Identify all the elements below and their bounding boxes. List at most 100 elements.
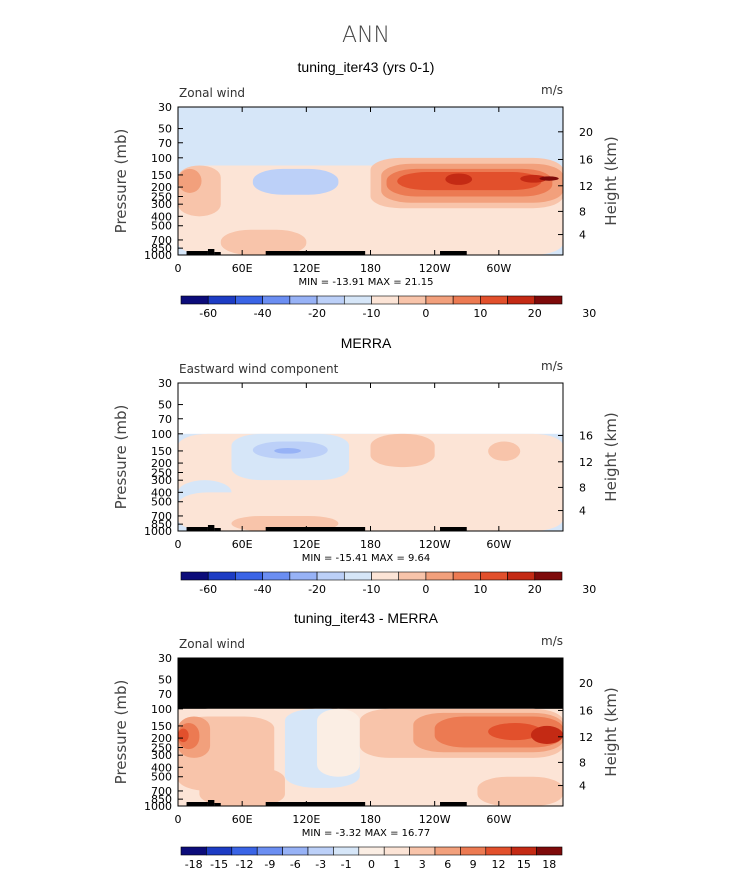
topography-mark — [440, 527, 467, 531]
colorbar-swatch — [507, 571, 536, 581]
colorbar-swatch — [343, 571, 372, 581]
topography-mark — [214, 252, 221, 255]
height-tick-label: 8 — [579, 481, 586, 494]
contour-fill — [520, 174, 547, 183]
colorbar-label: -9 — [264, 858, 275, 871]
colorbar-label: 20 — [528, 583, 542, 596]
y-axis-label: Pressure (mb) — [112, 680, 130, 785]
colorbar-swatch — [536, 846, 563, 856]
colorbar-swatch — [316, 571, 345, 581]
missing-region — [178, 383, 563, 434]
lon-tick-label: 60E — [232, 813, 253, 826]
colorbar-swatch — [452, 295, 481, 305]
colorbar-swatch — [180, 295, 209, 305]
topography-mark — [265, 527, 366, 531]
min-max-stats: MIN = -3.32 MAX = 16.77 — [302, 828, 431, 839]
pressure-tick-label: 70 — [158, 137, 172, 150]
colorbar-swatch — [480, 571, 508, 581]
height-tick-label: 8 — [579, 756, 586, 769]
pressure-tick-label: 400 — [151, 761, 172, 774]
pressure-tick-label: 200 — [151, 181, 172, 194]
topography-mark — [214, 803, 221, 806]
colorbar-swatch — [425, 295, 454, 305]
contour-fill — [539, 176, 559, 181]
lon-tick-label: 120E — [292, 538, 320, 551]
pressure-tick-label: 300 — [151, 474, 172, 487]
colorbar-label: -10 — [363, 307, 381, 320]
colorbar-label: -12 — [236, 858, 254, 871]
height-tick-label: 12 — [579, 456, 593, 469]
colorbar-label: -18 — [185, 858, 203, 871]
colorbar-swatch — [207, 295, 236, 305]
topography-mark — [186, 802, 208, 806]
pressure-tick-label: 500 — [151, 220, 172, 233]
y-axis-label: Pressure (mb) — [112, 405, 130, 510]
pressure-tick-label: 250 — [151, 466, 172, 479]
topography-mark — [440, 251, 467, 255]
lon-tick-label: 60E — [232, 262, 253, 275]
topography-mark — [207, 800, 215, 806]
topography-mark — [265, 802, 366, 806]
topography-mark — [207, 249, 215, 255]
colorbar-swatch — [256, 846, 283, 856]
pressure-tick-label: 850 — [151, 518, 172, 531]
colorbar-label: -60 — [199, 583, 217, 596]
lon-tick-label: 0 — [175, 262, 182, 275]
pressure-tick-label: 1000 — [144, 800, 172, 813]
colorbar-swatch — [460, 846, 487, 856]
colorbar-swatch — [425, 571, 454, 581]
variable-label: Zonal wind — [179, 637, 245, 651]
colorbar-label: 9 — [470, 858, 477, 871]
colorbar-swatch — [371, 295, 400, 305]
pressure-tick-label: 700 — [151, 510, 172, 523]
colorbar-swatch — [231, 846, 258, 856]
lon-tick-label: 180 — [360, 262, 381, 275]
y-axis-label-right: Height (km) — [602, 687, 620, 776]
pressure-tick-label: 50 — [158, 674, 172, 687]
pressure-tick-label: 700 — [151, 234, 172, 247]
colorbar-swatch — [262, 571, 291, 581]
colorbar-label: 12 — [492, 858, 506, 871]
pressure-tick-label: 70 — [158, 413, 172, 426]
colorbar-swatch — [333, 846, 360, 856]
colorbar-swatch — [452, 571, 481, 581]
colorbar-swatch — [383, 846, 410, 856]
colorbar-swatch — [534, 295, 563, 305]
contour-fill — [370, 433, 435, 468]
colorbar-label: -15 — [210, 858, 228, 871]
pressure-tick-label: 150 — [151, 445, 172, 458]
height-tick-label: 20 — [579, 126, 593, 139]
variable-label: Eastward wind component — [179, 362, 339, 376]
missing-region — [178, 658, 563, 709]
colorbar-swatch — [289, 571, 318, 581]
topography-mark — [186, 251, 208, 255]
min-max-stats: MIN = -15.41 MAX = 9.64 — [302, 553, 431, 564]
pressure-tick-label: 500 — [151, 771, 172, 784]
height-tick-label: 12 — [579, 180, 593, 193]
contour-fill — [178, 492, 499, 531]
colorbar-swatch — [282, 846, 309, 856]
pressure-tick-label: 850 — [151, 793, 172, 806]
pressure-tick-label: 250 — [151, 741, 172, 754]
topography-mark — [186, 527, 208, 531]
colorbar-swatch — [206, 846, 233, 856]
contour-fill — [252, 168, 339, 195]
lon-tick-label: 60W — [486, 262, 511, 275]
contour-fill — [274, 448, 301, 454]
colorbar-label: 3 — [419, 858, 426, 871]
colorbar-label: 6 — [444, 858, 451, 871]
contour-fill — [178, 168, 202, 193]
contour-fill — [445, 173, 473, 185]
colorbar-label: 10 — [473, 583, 487, 596]
pressure-tick-label: 30 — [158, 101, 172, 114]
lon-tick-label: 120W — [419, 262, 451, 275]
pressure-tick-label: 400 — [151, 486, 172, 499]
height-tick-label: 8 — [579, 205, 586, 218]
units-label: m/s — [541, 634, 563, 648]
pressure-tick-label: 1000 — [144, 249, 172, 262]
colorbar-label: 30 — [582, 307, 596, 320]
pressure-tick-label: 100 — [151, 428, 172, 441]
colorbar-label: -10 — [363, 583, 381, 596]
